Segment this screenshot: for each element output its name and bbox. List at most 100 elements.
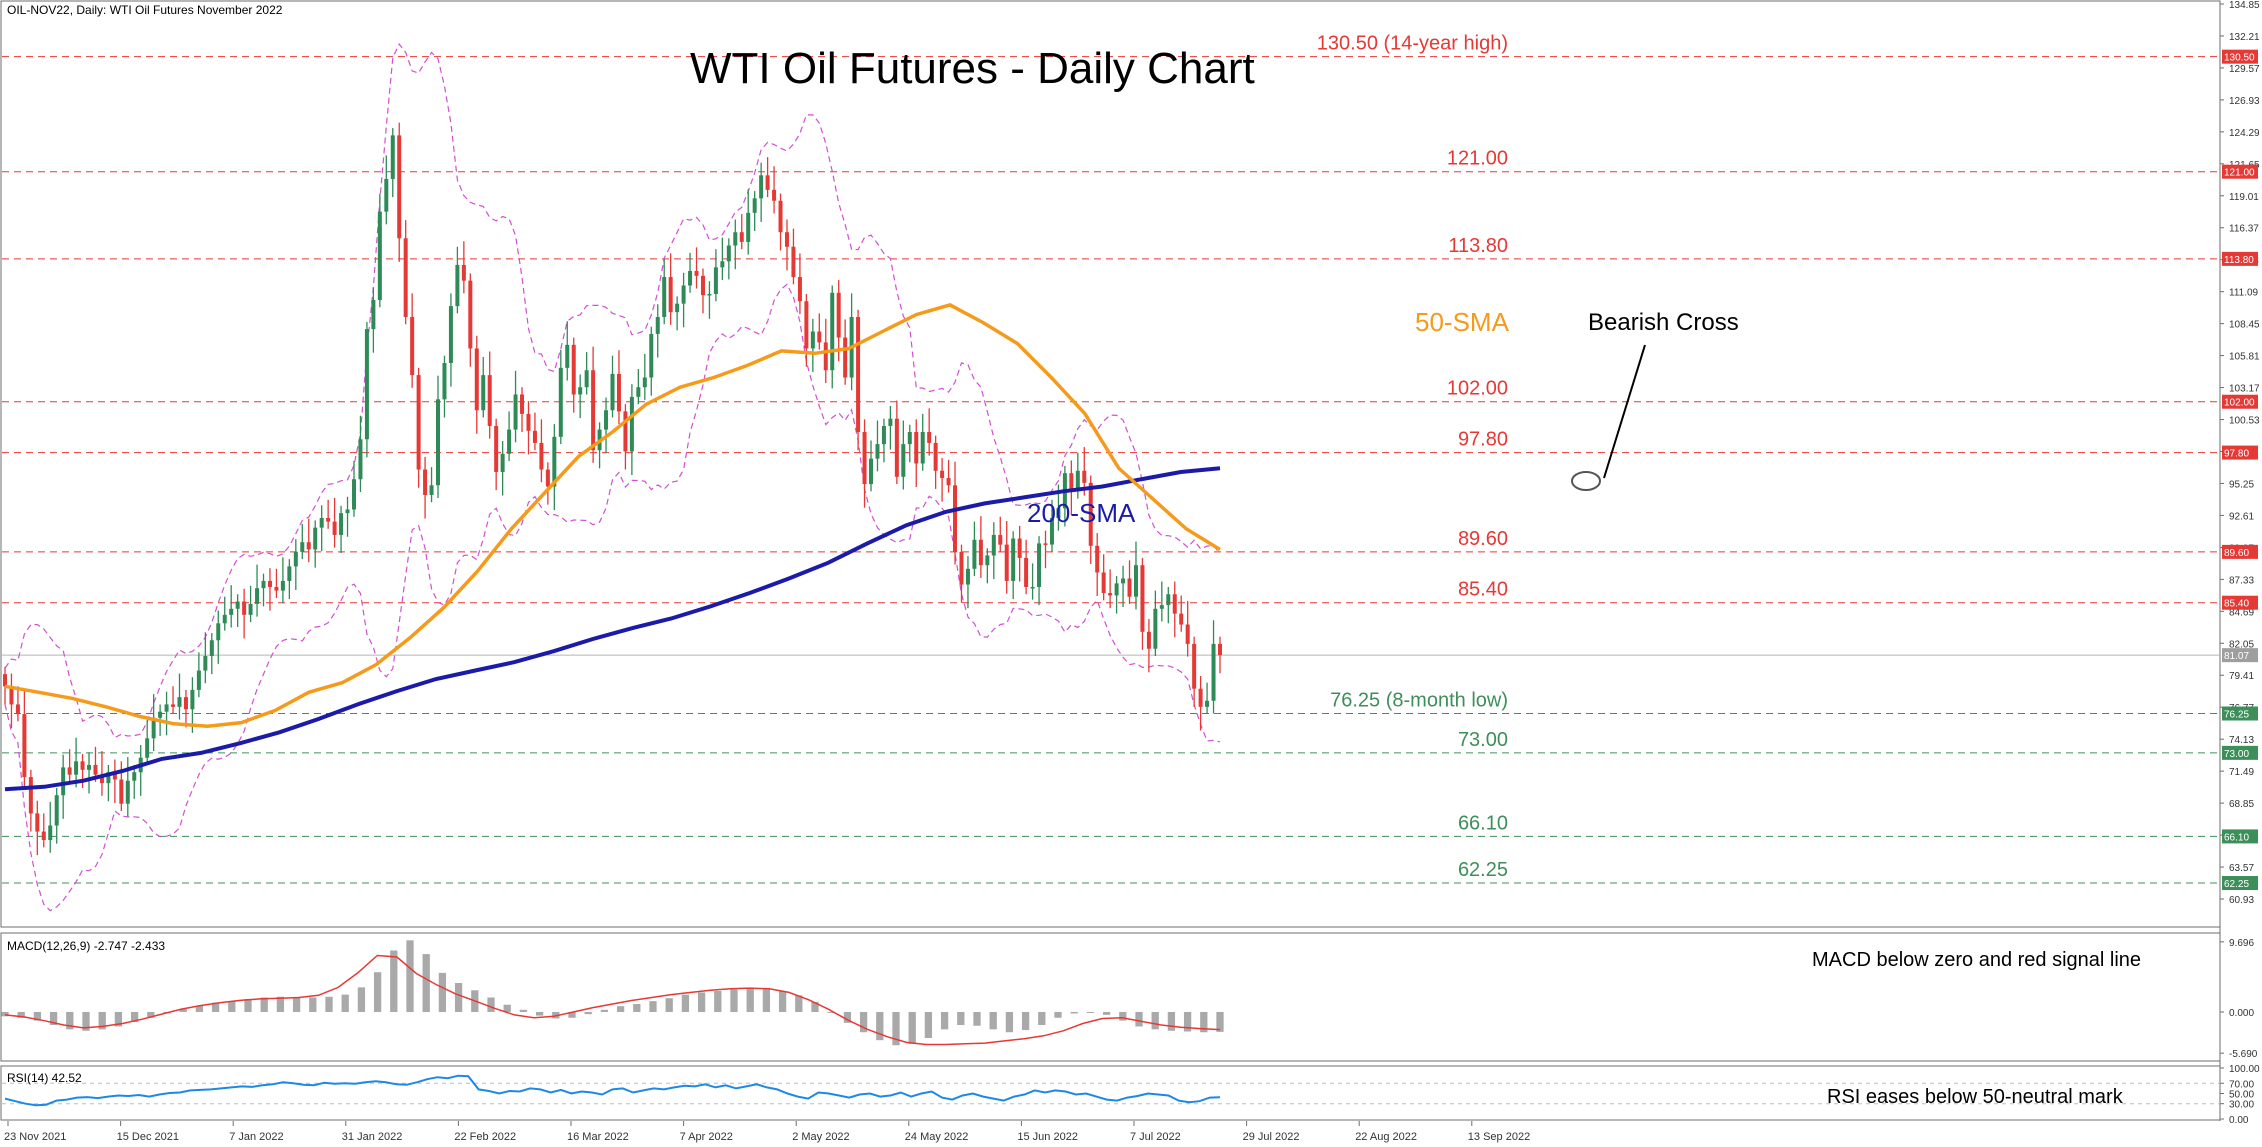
date-tick-label: 7 Jan 2022 <box>229 1131 283 1143</box>
lower-band <box>4 283 1221 912</box>
candle-body <box>319 517 324 528</box>
candle-body <box>1095 545 1100 573</box>
macd-bar <box>1054 1011 1062 1018</box>
price-tick-label: 108.45 <box>2229 320 2260 331</box>
price-panel-frame <box>0 0 2221 928</box>
macd-bar <box>276 996 285 1012</box>
rsi-annotation: RSI eases below 50-neutral mark <box>1827 1086 2124 1108</box>
candle-body <box>384 178 389 212</box>
macd-bar <box>1135 1011 1143 1027</box>
price-tick-label: 134.85 <box>2229 0 2260 11</box>
macd-bar <box>17 1011 25 1018</box>
bearish-cross-marker <box>1571 471 1601 491</box>
macd-bar <box>1086 1011 1095 1013</box>
candle-body <box>998 534 1003 545</box>
candle-body <box>817 331 822 343</box>
candle-body <box>177 697 182 707</box>
macd-bar <box>195 1005 204 1012</box>
candle-body <box>940 470 945 479</box>
macd-bar <box>730 989 738 1012</box>
candle-body <box>461 264 466 281</box>
rsi-tick-label: 50.00 <box>2229 1090 2254 1101</box>
candle-body <box>862 432 867 485</box>
candle-body <box>326 517 331 522</box>
candle-body <box>649 333 654 378</box>
price-tick-label: 74.13 <box>2229 735 2254 746</box>
date-tick-label: 15 Dec 2021 <box>117 1131 179 1143</box>
candle-body <box>610 373 615 411</box>
macd-tick-label: -5.690 <box>2229 1049 2258 1060</box>
candle-body <box>881 425 886 445</box>
current-price-tag: 81.07 <box>2222 648 2258 663</box>
symbol-header: OIL-NOV22, Daily: WTI Oil Futures Novemb… <box>7 3 283 17</box>
macd-bar <box>616 1006 625 1012</box>
rsi-tick-label: 0.00 <box>2229 1115 2249 1126</box>
candle-body <box>248 603 253 615</box>
candle-body <box>216 623 221 641</box>
date-tick-label: 13 Sep 2022 <box>1468 1131 1530 1143</box>
candle-body <box>48 825 53 841</box>
rsi-tick-label: 100.00 <box>2229 1064 2260 1075</box>
price-tick-label: 124.29 <box>2229 128 2260 139</box>
macd-bar <box>82 1011 90 1031</box>
candle-body <box>442 362 447 400</box>
candle-body <box>752 198 757 213</box>
macd-bar <box>487 997 495 1012</box>
candle-body <box>474 348 479 411</box>
level-label: 62.25 <box>1458 859 1508 881</box>
candle-body <box>526 413 531 431</box>
price-tick-label: 103.17 <box>2229 384 2260 395</box>
price-tick-label: 129.57 <box>2229 64 2260 75</box>
candle-body <box>520 394 525 414</box>
candle-body <box>332 521 337 535</box>
macd-header: MACD(12,26,9) -2.747 -2.433 <box>7 939 165 953</box>
level-tag-text: 62.25 <box>2224 879 2249 890</box>
candle-body <box>222 614 227 624</box>
candle-body <box>726 245 731 262</box>
macd-bar <box>957 1011 965 1025</box>
macd-bar <box>1038 1011 1046 1025</box>
macd-bar <box>892 1011 900 1046</box>
level-label: 130.50 (14-year high) <box>1317 33 1508 55</box>
macd-bar <box>1216 1011 1224 1032</box>
candle-body <box>836 292 841 338</box>
level-tag-text: 76.25 <box>2224 710 2249 721</box>
candle-body <box>209 640 214 656</box>
candle-body <box>190 689 195 710</box>
candle-body <box>390 135 395 179</box>
macd-bar <box>681 994 690 1012</box>
candle-body <box>1211 643 1216 701</box>
rsi-tick-label: 70.00 <box>2229 1079 2254 1090</box>
candle-body <box>481 375 486 411</box>
candle-body <box>856 316 861 433</box>
macd-bar <box>1021 1011 1030 1031</box>
candle-body <box>1217 643 1223 656</box>
candle-body <box>1159 605 1164 609</box>
date-tick-label: 7 Apr 2022 <box>680 1131 733 1143</box>
level-label: 66.10 <box>1458 812 1508 834</box>
candle-body <box>132 772 137 781</box>
macd-bar <box>649 1001 657 1012</box>
candle-body <box>1192 643 1197 689</box>
candle-body <box>261 580 266 589</box>
macd-bar <box>827 1011 835 1013</box>
candle-body <box>158 711 163 718</box>
price-tick-label: 71.49 <box>2229 767 2254 778</box>
candle-body <box>513 394 518 430</box>
level-tag-box <box>2222 829 2258 844</box>
candle-body <box>746 212 751 242</box>
candle-body <box>280 580 285 591</box>
price-tick-label: 68.85 <box>2229 799 2254 810</box>
candle-body <box>933 442 938 471</box>
candle-body <box>707 293 712 296</box>
macd-bar <box>535 1011 544 1016</box>
candle-body <box>675 303 680 313</box>
macd-bar <box>373 972 382 1012</box>
candle-body <box>1172 594 1177 614</box>
candle-body <box>99 774 104 784</box>
sma50-label: 50-SMA <box>1415 307 1510 337</box>
macd-bar <box>179 1009 187 1012</box>
candle-body <box>565 344 570 368</box>
candle-body <box>965 568 970 585</box>
